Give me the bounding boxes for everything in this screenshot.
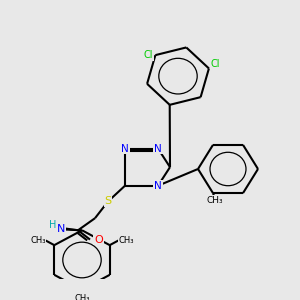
Text: N: N (57, 224, 65, 234)
Text: Cl: Cl (144, 50, 153, 60)
Text: N: N (154, 181, 162, 191)
Text: CH₃: CH₃ (207, 196, 223, 205)
Text: O: O (94, 235, 103, 244)
Text: N: N (121, 144, 129, 154)
Text: CH₃: CH₃ (118, 236, 134, 245)
Text: Cl: Cl (211, 59, 220, 69)
Text: S: S (104, 196, 112, 206)
Text: N: N (154, 144, 162, 154)
Text: CH₃: CH₃ (30, 236, 46, 245)
Text: CH₃: CH₃ (74, 295, 90, 300)
Text: H: H (49, 220, 56, 230)
